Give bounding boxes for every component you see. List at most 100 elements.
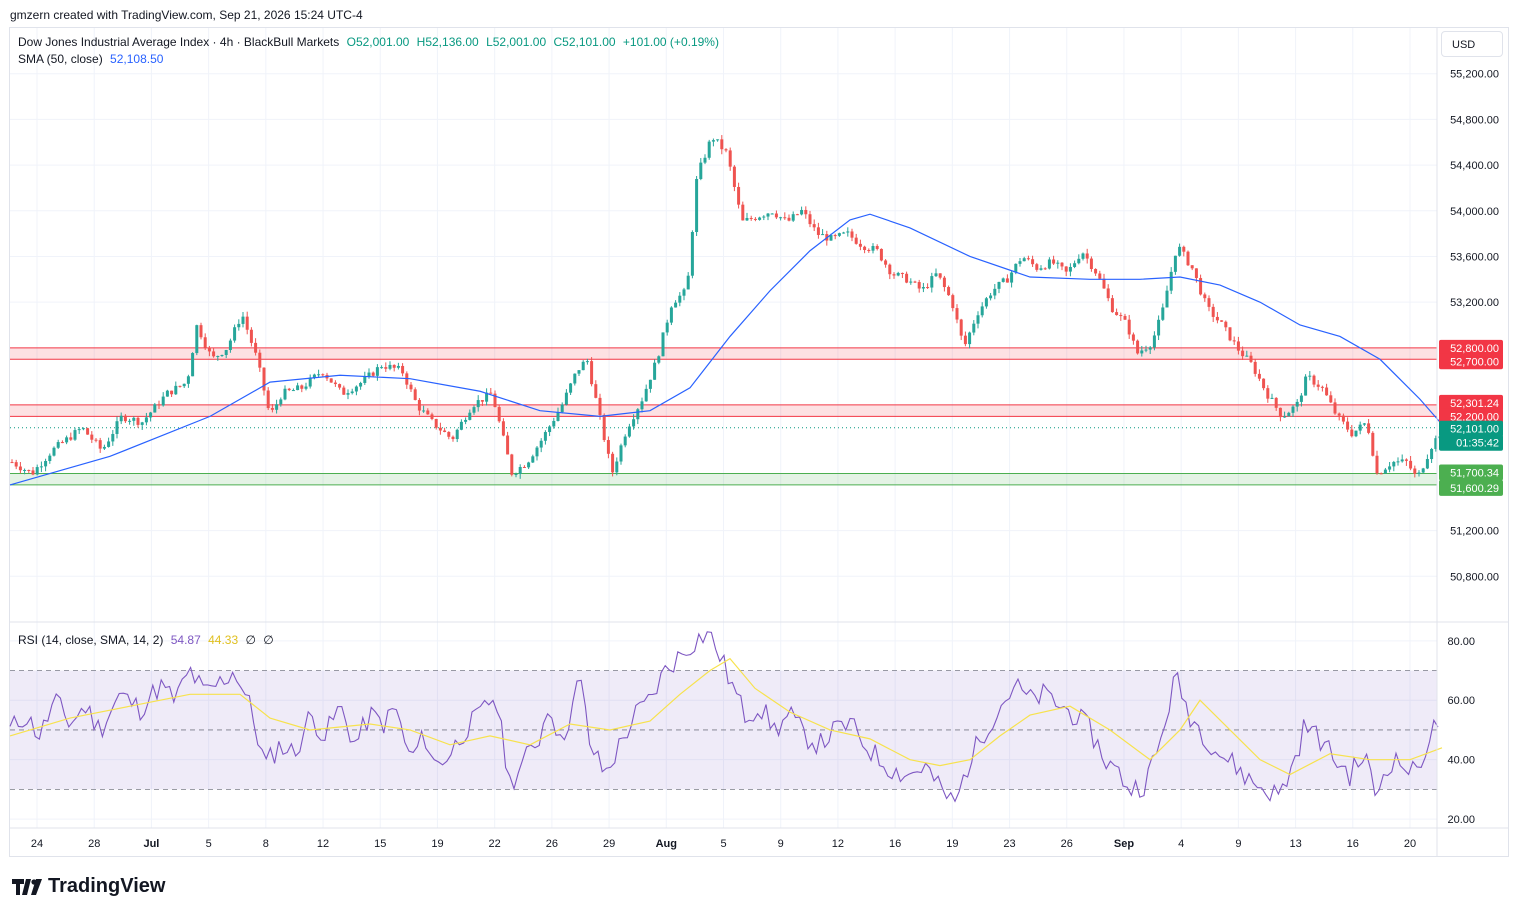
- candle-body: [1010, 272, 1014, 283]
- candle-body: [203, 337, 207, 348]
- candle-body: [674, 302, 678, 308]
- candle: [422, 405, 426, 413]
- candle: [178, 385, 182, 388]
- candle-body: [867, 250, 871, 252]
- candle: [1127, 314, 1131, 339]
- candle-body: [44, 460, 48, 467]
- candle: [699, 158, 703, 181]
- candle: [81, 427, 85, 431]
- time-tick-label: 15: [374, 838, 386, 850]
- candle: [254, 338, 258, 356]
- price-tick-label: 55,200.00: [1450, 69, 1499, 81]
- candle-body: [1392, 461, 1396, 467]
- candle-body: [581, 361, 585, 371]
- candle: [1094, 268, 1098, 276]
- candle: [1005, 274, 1009, 283]
- candle: [1304, 374, 1308, 396]
- candle-body: [619, 445, 623, 462]
- candle-body: [153, 404, 157, 413]
- candle-body: [548, 426, 552, 433]
- time-tick-label: Sep: [1114, 838, 1134, 850]
- candle-body: [375, 367, 379, 376]
- rsi-extra-2: ∅: [263, 633, 274, 647]
- candle-body: [1388, 466, 1392, 470]
- candle-body: [1325, 387, 1329, 396]
- candle: [1316, 380, 1320, 391]
- chart-frame: [9, 27, 1509, 857]
- candle: [892, 272, 896, 279]
- candle: [1022, 256, 1026, 262]
- candle-body: [1249, 355, 1253, 362]
- candle-body: [447, 431, 451, 437]
- candle: [640, 397, 644, 413]
- candle-body: [917, 282, 921, 289]
- candle: [863, 245, 867, 254]
- candle: [695, 176, 699, 236]
- high-value: H52,136.00: [416, 35, 479, 49]
- sma-label: SMA (50, close): [18, 52, 103, 66]
- candle: [443, 427, 447, 433]
- time-tick-label: 16: [889, 838, 901, 850]
- resistance2-upper-label-bg: [1439, 394, 1503, 411]
- candle-body: [241, 316, 245, 324]
- candle: [1392, 460, 1396, 472]
- candle-body: [522, 466, 526, 468]
- candle-body: [644, 388, 648, 402]
- candle-body: [262, 367, 266, 391]
- candle-body: [371, 372, 375, 376]
- candle-body: [858, 243, 862, 247]
- candle-body: [821, 234, 825, 236]
- candle: [10, 459, 14, 464]
- candle-body: [921, 287, 925, 289]
- candle-body: [304, 386, 308, 389]
- candle-body: [1026, 258, 1030, 260]
- candle-body: [770, 213, 774, 215]
- candle-body: [170, 390, 174, 395]
- candle-body: [1350, 429, 1354, 437]
- candle-body: [1157, 319, 1161, 336]
- candle-body: [497, 407, 501, 422]
- candle-body: [1211, 306, 1215, 317]
- candle-body: [577, 370, 581, 374]
- candle-body: [1262, 378, 1266, 389]
- candle-body: [720, 139, 724, 150]
- candle: [758, 216, 762, 221]
- candle: [770, 213, 774, 215]
- candle-body: [388, 364, 392, 369]
- candle: [598, 393, 602, 420]
- candle-body: [1270, 397, 1274, 399]
- candle: [228, 338, 232, 353]
- candle: [170, 390, 174, 398]
- candle-body: [10, 462, 14, 464]
- candle-body: [1140, 350, 1144, 354]
- candle: [1430, 447, 1434, 463]
- candle-body: [892, 274, 896, 276]
- candle: [560, 402, 564, 414]
- candle-body: [1220, 320, 1224, 322]
- candle-body: [564, 392, 568, 405]
- candle: [1173, 255, 1177, 275]
- candle-body: [1421, 468, 1425, 473]
- candle-body: [233, 327, 237, 341]
- candle-body: [14, 462, 18, 467]
- candle: [753, 217, 757, 222]
- price-tick-label: 50,800.00: [1450, 571, 1499, 583]
- last-price-label: 52,101.00: [1450, 424, 1499, 436]
- candle-body: [174, 385, 178, 395]
- candle-body: [94, 439, 98, 441]
- candle-body: [287, 388, 291, 391]
- candle-body: [1207, 298, 1211, 307]
- candle-body: [1236, 341, 1240, 351]
- candle: [716, 139, 720, 142]
- candle-body: [480, 400, 484, 402]
- candle-body: [980, 306, 984, 316]
- axes-layer: 55,200.00 54,800.00 54,400.00 54,000.00 53,6…: [10, 28, 1508, 856]
- candle-body: [98, 440, 102, 449]
- candle-body: [384, 367, 388, 369]
- currency-selector[interactable]: USD: [1441, 31, 1503, 57]
- candle-body: [1400, 459, 1404, 462]
- candle-body: [207, 347, 211, 352]
- candle-body: [514, 473, 518, 475]
- candle: [774, 210, 778, 220]
